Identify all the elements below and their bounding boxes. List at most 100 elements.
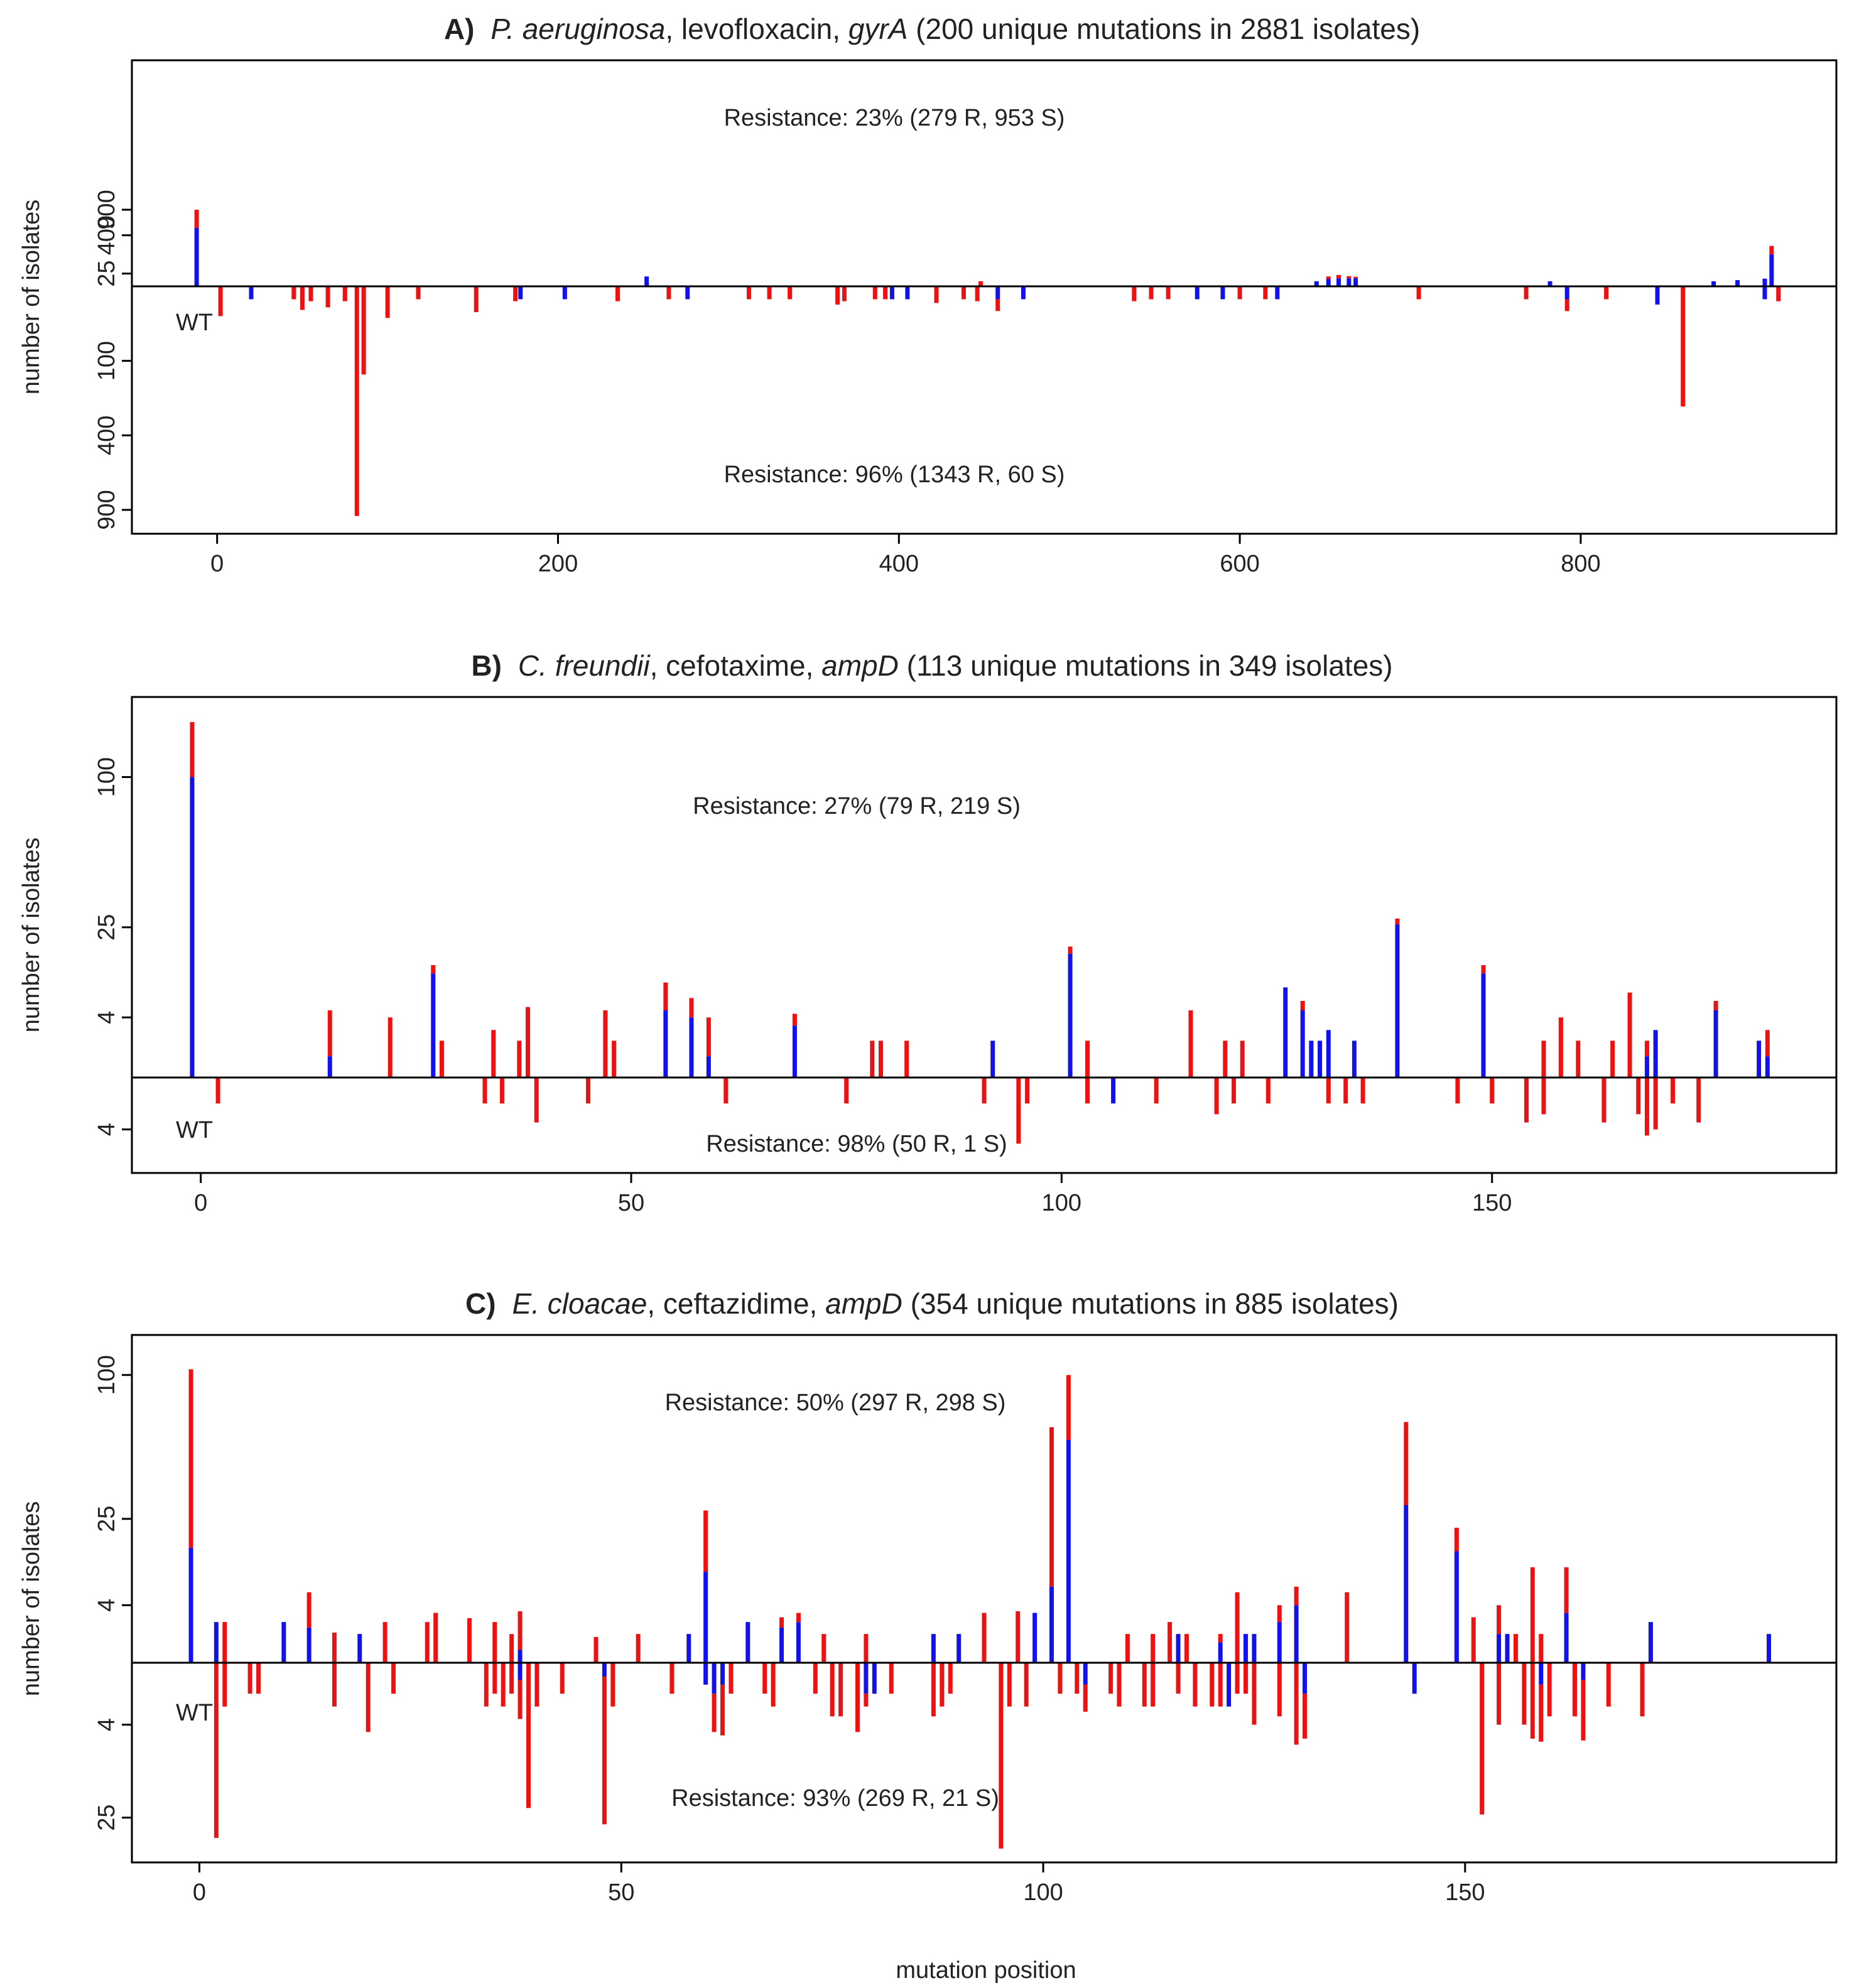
panel-a-bar-below-5-resistant xyxy=(325,286,330,308)
panel-c-bar-above-17-resistant xyxy=(703,1510,708,1572)
panel-c-bar-above-29-resistant xyxy=(1066,1375,1071,1440)
panel-c-bar-below-3-resistant xyxy=(256,1663,261,1694)
panel-a-bar-below-30-resistant xyxy=(995,299,1000,311)
panel-a-x-tick-label-600: 600 xyxy=(1220,551,1259,577)
panel-c-bar-below-63-susceptible xyxy=(1581,1663,1586,1680)
panel-c-bar-above-18-susceptible xyxy=(745,1622,750,1663)
panel-b-bar-below-24-resistant xyxy=(1636,1078,1641,1115)
panel-c-title-gene: ampD xyxy=(825,1287,902,1320)
panel-c-bar-below-20-susceptible xyxy=(720,1663,725,1685)
panel-c-bar-above-4-resistant xyxy=(306,1592,312,1628)
panel-c-bar-below-5-resistant xyxy=(366,1663,371,1732)
panel-c-y-tick-label-below-25: 25 xyxy=(94,1805,120,1831)
panel-c-bar-below-54-resistant xyxy=(1303,1694,1308,1739)
panel-b-bar-below-15-resistant xyxy=(1265,1078,1271,1104)
panel-c-bar-below-7-resistant xyxy=(484,1663,489,1707)
panel-c-bar-below-25-resistant xyxy=(830,1663,835,1717)
panel-c-bar-above-40-susceptible xyxy=(1294,1605,1299,1663)
panel-c-bar-above-7-resistant xyxy=(382,1622,387,1663)
panel-c-bar-above-13-susceptible xyxy=(517,1650,523,1663)
panel-b-bar-above-2-resistant xyxy=(387,1017,393,1078)
panel-a-bar-above-4-resistant xyxy=(1326,276,1331,279)
panel-a-bar-below-16-resistant xyxy=(666,286,671,300)
panel-b-bar-above-34-resistant xyxy=(1610,1040,1615,1078)
panel-c-bar-above-6-susceptible xyxy=(357,1634,362,1663)
panel-c-bar-below-44-resistant xyxy=(1176,1663,1181,1694)
panel-a-bar-below-15-resistant xyxy=(615,286,620,301)
panel-c-bar-below-59-resistant xyxy=(1530,1663,1535,1739)
panel-b-bar-above-37-susceptible xyxy=(1653,1030,1658,1078)
panel-c-bar-above-42-resistant xyxy=(1404,1422,1409,1505)
panel-b-bar-below-17-resistant xyxy=(1343,1078,1348,1104)
panel-b-bar-above-36-susceptible xyxy=(1644,1056,1649,1078)
panel-c-bar-above-31-resistant xyxy=(1151,1634,1156,1663)
panel-c-bar-above-21-resistant xyxy=(821,1634,826,1663)
panel-c-bar-below-39-resistant xyxy=(1083,1684,1088,1712)
panel-a-bar-below-21-resistant xyxy=(835,286,840,305)
panel-a-bar-above-5-susceptible xyxy=(1336,278,1341,286)
panel-b-bar-above-11-resistant xyxy=(689,998,694,1018)
panel-b-title: B) C. freundii, cefotaxime, ampD (113 uni… xyxy=(471,649,1392,682)
panel-b-bar-below-18-resistant xyxy=(1360,1078,1365,1104)
panel-b-bar-below-16-resistant xyxy=(1326,1078,1331,1104)
panel-a-bar-below-14-susceptible xyxy=(562,286,567,300)
panel-b-x-tick-label-50: 50 xyxy=(618,1190,644,1216)
panel-c-bar-above-19-susceptible xyxy=(779,1627,784,1663)
panel-b-title-drug: , cefotaxime, xyxy=(650,649,822,682)
panel-a-bar-above-8-susceptible xyxy=(1547,281,1552,286)
panel-a-bars xyxy=(194,210,1781,516)
panel-b-bar-above-12-susceptible xyxy=(706,1056,711,1078)
panel-a-bar-below-10-resistant xyxy=(416,286,421,300)
panel-b-bar-above-23-susceptible xyxy=(1283,987,1288,1078)
panel-b-bar-above-10-susceptible xyxy=(663,1010,668,1078)
panel-c-bar-below-38-resistant xyxy=(1075,1663,1080,1694)
panel-b-top-annotation: Resistance: 27% (79 R, 219 S) xyxy=(693,793,1021,819)
panel-a-bar-below-26-susceptible xyxy=(905,286,910,300)
panel-c-bar-below-36-resistant xyxy=(1024,1663,1029,1707)
panel-c-bar-below-14-resistant xyxy=(560,1663,565,1694)
panel-b-bar-below-7-resistant xyxy=(982,1078,987,1104)
panel-b-bar-above-38-susceptible xyxy=(1713,1010,1718,1078)
panel-c-bar-below-1-resistant xyxy=(222,1663,227,1707)
panel-b-bar-below-0-resistant xyxy=(215,1078,220,1104)
panel-b-bar-above-22-resistant xyxy=(1240,1040,1245,1078)
panel-c-bar-above-10-resistant xyxy=(467,1618,472,1663)
panel-b-bar-above-16-resistant xyxy=(904,1040,909,1078)
panel-c-bar-above-48-resistant xyxy=(1530,1567,1535,1663)
panel-c-bar-below-35-resistant xyxy=(1007,1663,1012,1707)
panel-a-plot-frame xyxy=(131,59,1838,535)
panel-c-bar-above-39-susceptible xyxy=(1277,1622,1282,1663)
panel-c-bar-below-34-resistant xyxy=(999,1663,1004,1849)
panel-b-title-counts: (113 unique mutations in 349 isolates) xyxy=(899,649,1393,682)
panel-b-bar-above-8-resistant xyxy=(603,1010,608,1078)
panel-a-top-annotation: Resistance: 23% (279 R, 953 S) xyxy=(724,105,1065,131)
panel-a-bar-above-0-resistant xyxy=(194,210,199,228)
panel-b-bar-above-31-resistant xyxy=(1541,1040,1546,1078)
panel-b-bar-above-40-susceptible xyxy=(1765,1056,1770,1078)
panel-c-bar-above-16-susceptible xyxy=(686,1634,691,1663)
panel-c-bar-above-8-resistant xyxy=(425,1622,430,1663)
panel-b-bar-below-12-resistant xyxy=(1154,1078,1159,1104)
panel-b-bar-above-5-resistant xyxy=(491,1030,496,1078)
panel-b-bar-below-13-resistant xyxy=(1214,1078,1219,1115)
panel-c-bar-below-37-resistant xyxy=(1058,1663,1063,1694)
panel-a-bar-below-47-resistant xyxy=(1776,286,1781,301)
panel-c-bar-below-63-resistant xyxy=(1581,1680,1586,1741)
panel-c-bar-below-0-resistant xyxy=(214,1663,219,1839)
panel-a-bar-below-31-susceptible xyxy=(1021,286,1026,300)
panel-c: C) E. cloacae, ceftazidime, ampD (354 uni… xyxy=(18,1287,1838,1984)
panel-c-bar-below-11-susceptible xyxy=(517,1663,523,1680)
panel-c-bar-below-31-resistant xyxy=(931,1663,936,1717)
panel-a-bar-below-0-resistant xyxy=(218,286,223,316)
panel-b-bar-below-3-resistant xyxy=(534,1078,539,1123)
panel-b-bar-above-13-susceptible xyxy=(792,1025,797,1078)
panel-a: A) P. aeruginosa, levofloxacin, gyrA (200… xyxy=(18,13,1838,577)
panel-b-bar-above-39-susceptible xyxy=(1757,1040,1762,1078)
panel-c-bar-below-62-resistant xyxy=(1572,1663,1577,1717)
panel-a-bar-above-0-susceptible xyxy=(194,227,199,286)
panel-c-bar-below-19-resistant xyxy=(712,1694,717,1732)
panel-c-bar-below-61-resistant xyxy=(1547,1663,1552,1717)
panel-c-bar-above-11-resistant xyxy=(492,1622,497,1663)
panel-c-bar-below-48-susceptible xyxy=(1227,1663,1232,1707)
